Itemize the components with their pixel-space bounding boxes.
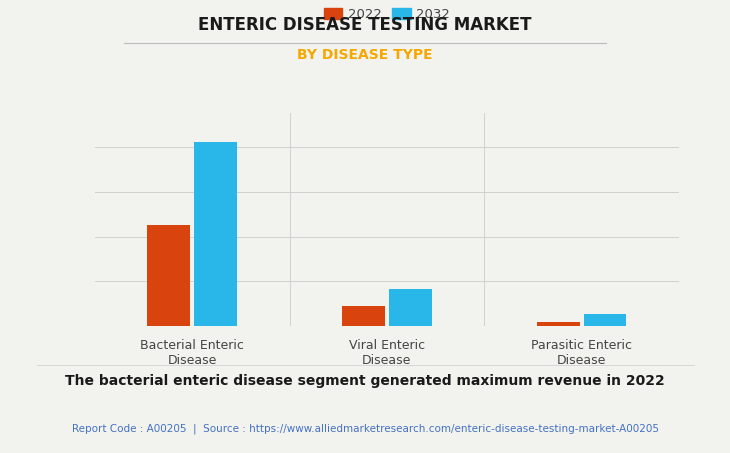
Bar <box>194 142 237 326</box>
Text: The bacterial enteric disease segment generated maximum revenue in 2022: The bacterial enteric disease segment ge… <box>65 374 665 388</box>
Bar <box>389 289 431 326</box>
Bar <box>583 314 626 326</box>
Text: BY DISEASE TYPE: BY DISEASE TYPE <box>297 48 433 62</box>
Bar <box>147 225 191 326</box>
Legend: 2022, 2032: 2022, 2032 <box>319 3 455 26</box>
Bar <box>537 322 580 326</box>
Bar <box>342 306 385 326</box>
Text: ENTERIC DISEASE TESTING MARKET: ENTERIC DISEASE TESTING MARKET <box>199 16 531 34</box>
Text: Report Code : A00205  |  Source : https://www.alliedmarketresearch.com/enteric-d: Report Code : A00205 | Source : https://… <box>72 424 658 434</box>
